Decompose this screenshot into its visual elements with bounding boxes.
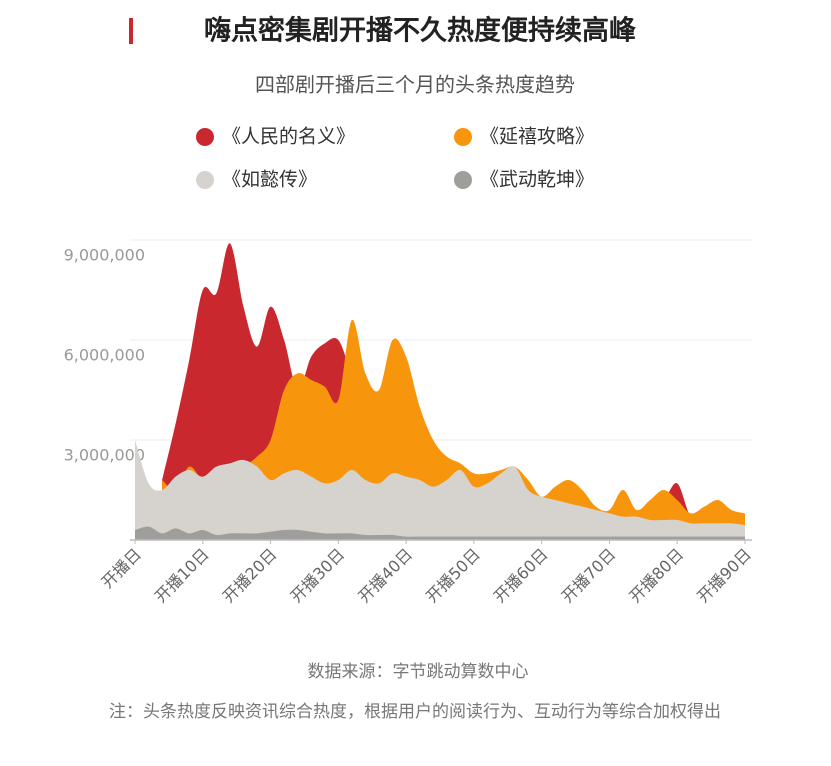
x-tick-label: 开播20日 <box>219 545 281 607</box>
x-tick-label: 开播70日 <box>558 545 620 607</box>
legend-label: 《延禧攻略》 <box>480 126 594 148</box>
x-tick-label: 开播50日 <box>422 545 484 607</box>
chart-subtitle: 四部剧开播后三个月的头条热度趋势 <box>255 73 575 97</box>
y-tick-label: 9,000,000 <box>64 246 145 265</box>
area <box>135 440 745 540</box>
x-tick-label: 开播40日 <box>354 545 416 607</box>
chart-title: 嗨点密集剧开播不久热度便持续高峰 <box>204 15 636 47</box>
x-tick-label: 开播90日 <box>693 545 755 607</box>
area <box>135 526 745 540</box>
legend-marker <box>196 128 214 146</box>
x-tick-label: 开播60日 <box>490 545 552 607</box>
note: 注：头条热度反映资讯综合热度，根据用户的阅读行为、互动行为等综合加权得出 <box>109 702 721 722</box>
legend-label: 《人民的名义》 <box>222 126 355 148</box>
y-tick-label: 6,000,000 <box>64 346 145 365</box>
legend-label: 《如懿传》 <box>222 169 317 191</box>
title-bar <box>129 18 133 44</box>
y-tick-label: 3,000,000 <box>64 446 145 465</box>
source: 数据来源：字节跳动算数中心 <box>308 662 529 682</box>
x-tick-label: 开播80日 <box>625 545 687 607</box>
x-tick-label: 开播30日 <box>287 545 349 607</box>
legend-marker <box>196 171 214 189</box>
x-tick-label: 开播10日 <box>151 545 213 607</box>
legend-marker <box>454 128 472 146</box>
legend-marker <box>454 171 472 189</box>
x-tick-label: 开播日 <box>98 545 145 592</box>
legend-label: 《武动乾坤》 <box>480 169 594 191</box>
